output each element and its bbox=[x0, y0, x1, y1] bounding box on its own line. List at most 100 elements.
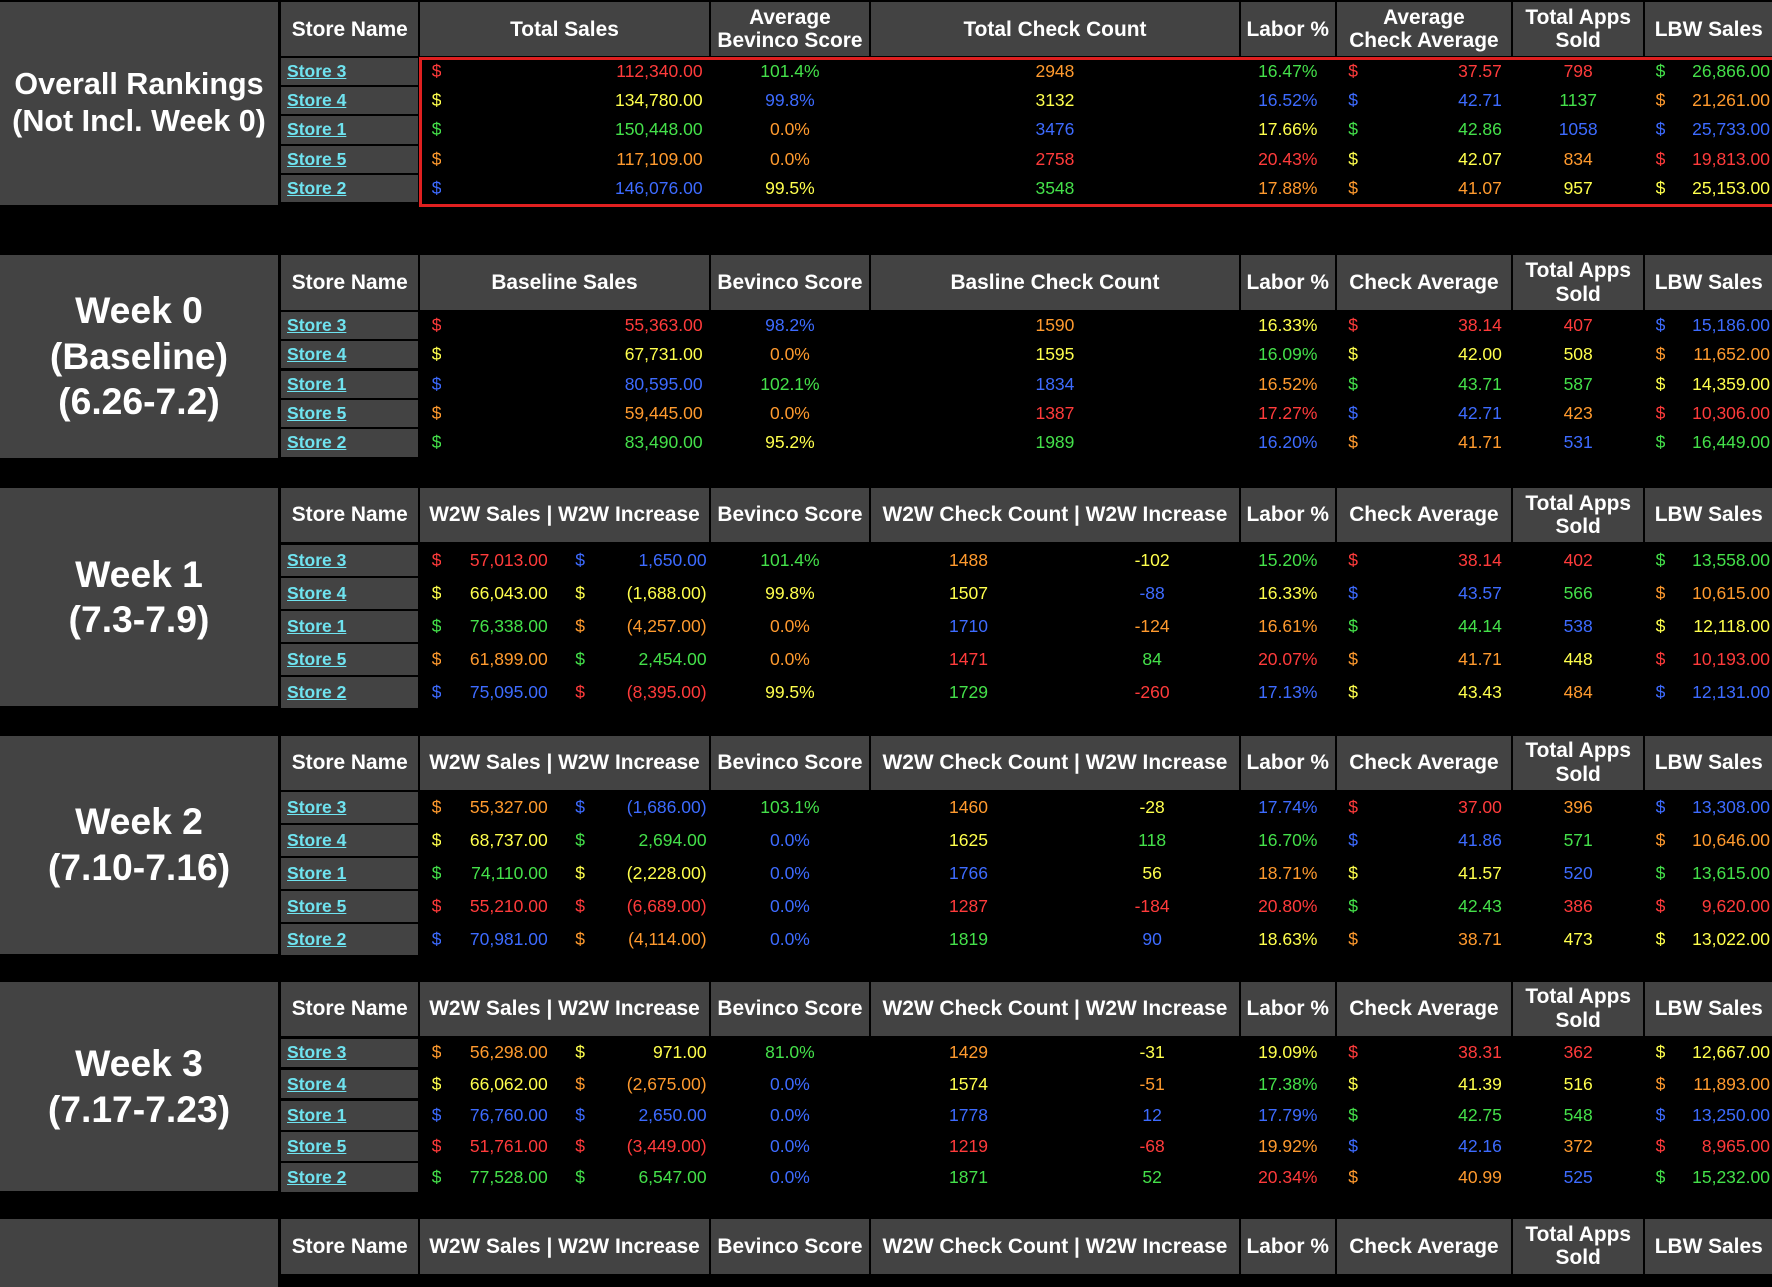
sales-increase-value: (3,449.00) bbox=[626, 1135, 707, 1156]
lbw-sales: 10,646.00 bbox=[1692, 830, 1770, 851]
store-link[interactable]: Store 2 bbox=[281, 1162, 419, 1192]
store-link[interactable]: Store 1 bbox=[281, 858, 419, 889]
store-link[interactable]: Store 5 bbox=[281, 145, 419, 173]
store-link[interactable]: Store 2 bbox=[281, 677, 419, 708]
dollar-sign: $ bbox=[1655, 929, 1666, 950]
column-header: W2W Sales | W2W Increase bbox=[420, 982, 709, 1037]
dollar-sign: $ bbox=[1655, 896, 1666, 917]
store-link[interactable]: Store 3 bbox=[281, 1038, 419, 1068]
check-count: 1819 bbox=[949, 929, 988, 950]
column-header: Total Apps Sold bbox=[1513, 1219, 1644, 1274]
store-link[interactable]: Store 4 bbox=[281, 577, 419, 609]
store-link[interactable]: Store 2 bbox=[281, 429, 419, 457]
labor-percent: 17.13% bbox=[1258, 682, 1318, 703]
store-link[interactable]: Store 4 bbox=[281, 1069, 419, 1099]
dollar-sign: $ bbox=[431, 549, 442, 570]
check-count: 2948 bbox=[1035, 60, 1075, 81]
column-header: Store Name bbox=[281, 982, 419, 1037]
check-count-increase: -124 bbox=[1134, 615, 1170, 636]
check-average: 38.31 bbox=[1458, 1042, 1502, 1063]
bevinco-score: 101.4% bbox=[760, 549, 820, 570]
sales-increase-value: (2,228.00) bbox=[626, 863, 707, 884]
lbw-sales: 10,193.00 bbox=[1692, 648, 1770, 669]
sales-increase-value: (4,257.00) bbox=[626, 615, 707, 636]
store-link[interactable]: Store 1 bbox=[281, 116, 419, 144]
dollar-sign: $ bbox=[431, 1104, 442, 1125]
lbw-sales: 12,131.00 bbox=[1692, 682, 1770, 703]
bevinco-score: 0.0% bbox=[769, 615, 810, 636]
check-average: 42.00 bbox=[1458, 344, 1502, 365]
dollar-sign: $ bbox=[431, 929, 442, 950]
lbw-sales: 14,359.00 bbox=[1692, 373, 1770, 394]
column-header: LBW Sales bbox=[1645, 1219, 1772, 1274]
bevinco-score: 81.0% bbox=[765, 1042, 815, 1063]
store-link[interactable]: Store 1 bbox=[281, 610, 419, 642]
store-link[interactable]: Store 5 bbox=[281, 1131, 419, 1161]
apps-sold: 566 bbox=[1563, 582, 1593, 603]
dollar-sign: $ bbox=[431, 119, 442, 140]
dollar-sign: $ bbox=[431, 60, 442, 81]
column-header: W2W Check Count | W2W Increase bbox=[871, 488, 1239, 543]
bevinco-score: 101.4% bbox=[760, 60, 820, 81]
dollar-sign: $ bbox=[1348, 648, 1358, 669]
column-header: Total Apps Sold bbox=[1513, 488, 1644, 543]
dollar-sign: $ bbox=[1348, 863, 1358, 884]
column-header: Total Apps Sold bbox=[1513, 255, 1644, 310]
store-link[interactable]: Store 4 bbox=[281, 825, 419, 856]
dollar-sign: $ bbox=[431, 148, 442, 169]
store-link[interactable]: Store 1 bbox=[281, 1100, 419, 1130]
apps-sold: 402 bbox=[1563, 549, 1593, 570]
apps-sold: 508 bbox=[1563, 344, 1593, 365]
sales-increase-value: 2,694.00 bbox=[638, 830, 707, 851]
bevinco-score: 99.5% bbox=[765, 682, 815, 703]
store-link[interactable]: Store 4 bbox=[281, 341, 419, 369]
check-average: 38.71 bbox=[1458, 929, 1502, 950]
store-link[interactable]: Store 3 bbox=[281, 792, 419, 823]
dollar-sign: $ bbox=[575, 582, 585, 603]
store-link[interactable]: Store 3 bbox=[281, 311, 419, 340]
sales-value: 76,760.00 bbox=[469, 1104, 548, 1125]
column-header: Labor % bbox=[1240, 982, 1335, 1037]
dollar-sign: $ bbox=[1348, 119, 1358, 140]
check-average: 37.00 bbox=[1458, 797, 1502, 818]
dollar-sign: $ bbox=[431, 797, 442, 818]
section-label bbox=[0, 1219, 278, 1287]
bevinco-score: 0.0% bbox=[769, 1073, 810, 1094]
dollar-sign: $ bbox=[575, 830, 585, 851]
store-link[interactable]: Store 4 bbox=[281, 87, 419, 115]
sales-increase-value: (1,686.00) bbox=[626, 797, 707, 818]
sales-value: 146,076.00 bbox=[614, 178, 703, 199]
store-link[interactable]: Store 5 bbox=[281, 644, 419, 675]
check-count: 1778 bbox=[949, 1104, 988, 1125]
column-header: LBW Sales bbox=[1645, 735, 1772, 790]
check-average: 41.71 bbox=[1458, 432, 1502, 453]
dollar-sign: $ bbox=[1655, 60, 1666, 81]
store-link[interactable]: Store 2 bbox=[281, 175, 419, 203]
bevinco-score: 99.5% bbox=[765, 178, 815, 199]
dollar-sign: $ bbox=[431, 344, 442, 365]
dollar-sign: $ bbox=[1655, 1135, 1666, 1156]
bevinco-score: 99.8% bbox=[765, 582, 815, 603]
column-header: Total Apps Sold bbox=[1513, 2, 1644, 57]
dollar-sign: $ bbox=[431, 896, 442, 917]
apps-sold: 798 bbox=[1563, 60, 1593, 81]
check-count: 1989 bbox=[1035, 432, 1075, 453]
sales-value: 55,363.00 bbox=[624, 314, 703, 335]
store-link[interactable]: Store 3 bbox=[281, 57, 419, 85]
store-link[interactable]: Store 3 bbox=[281, 544, 419, 576]
sales-value: 70,981.00 bbox=[469, 929, 548, 950]
sales-increase-value: (2,675.00) bbox=[626, 1073, 707, 1094]
apps-sold: 448 bbox=[1563, 648, 1593, 669]
column-header: Store Name bbox=[281, 2, 419, 57]
check-count-increase: 84 bbox=[1142, 648, 1162, 669]
store-link[interactable]: Store 2 bbox=[281, 924, 419, 955]
store-link[interactable]: Store 5 bbox=[281, 891, 419, 922]
store-link[interactable]: Store 1 bbox=[281, 370, 419, 398]
labor-percent: 17.38% bbox=[1258, 1073, 1318, 1094]
lbw-sales: 13,022.00 bbox=[1692, 929, 1770, 950]
sales-value: 75,095.00 bbox=[469, 682, 548, 703]
dollar-sign: $ bbox=[1348, 148, 1358, 169]
column-header: Bevinco Score bbox=[710, 488, 870, 543]
store-link[interactable]: Store 5 bbox=[281, 400, 419, 428]
sales-value: 77,528.00 bbox=[469, 1166, 548, 1187]
